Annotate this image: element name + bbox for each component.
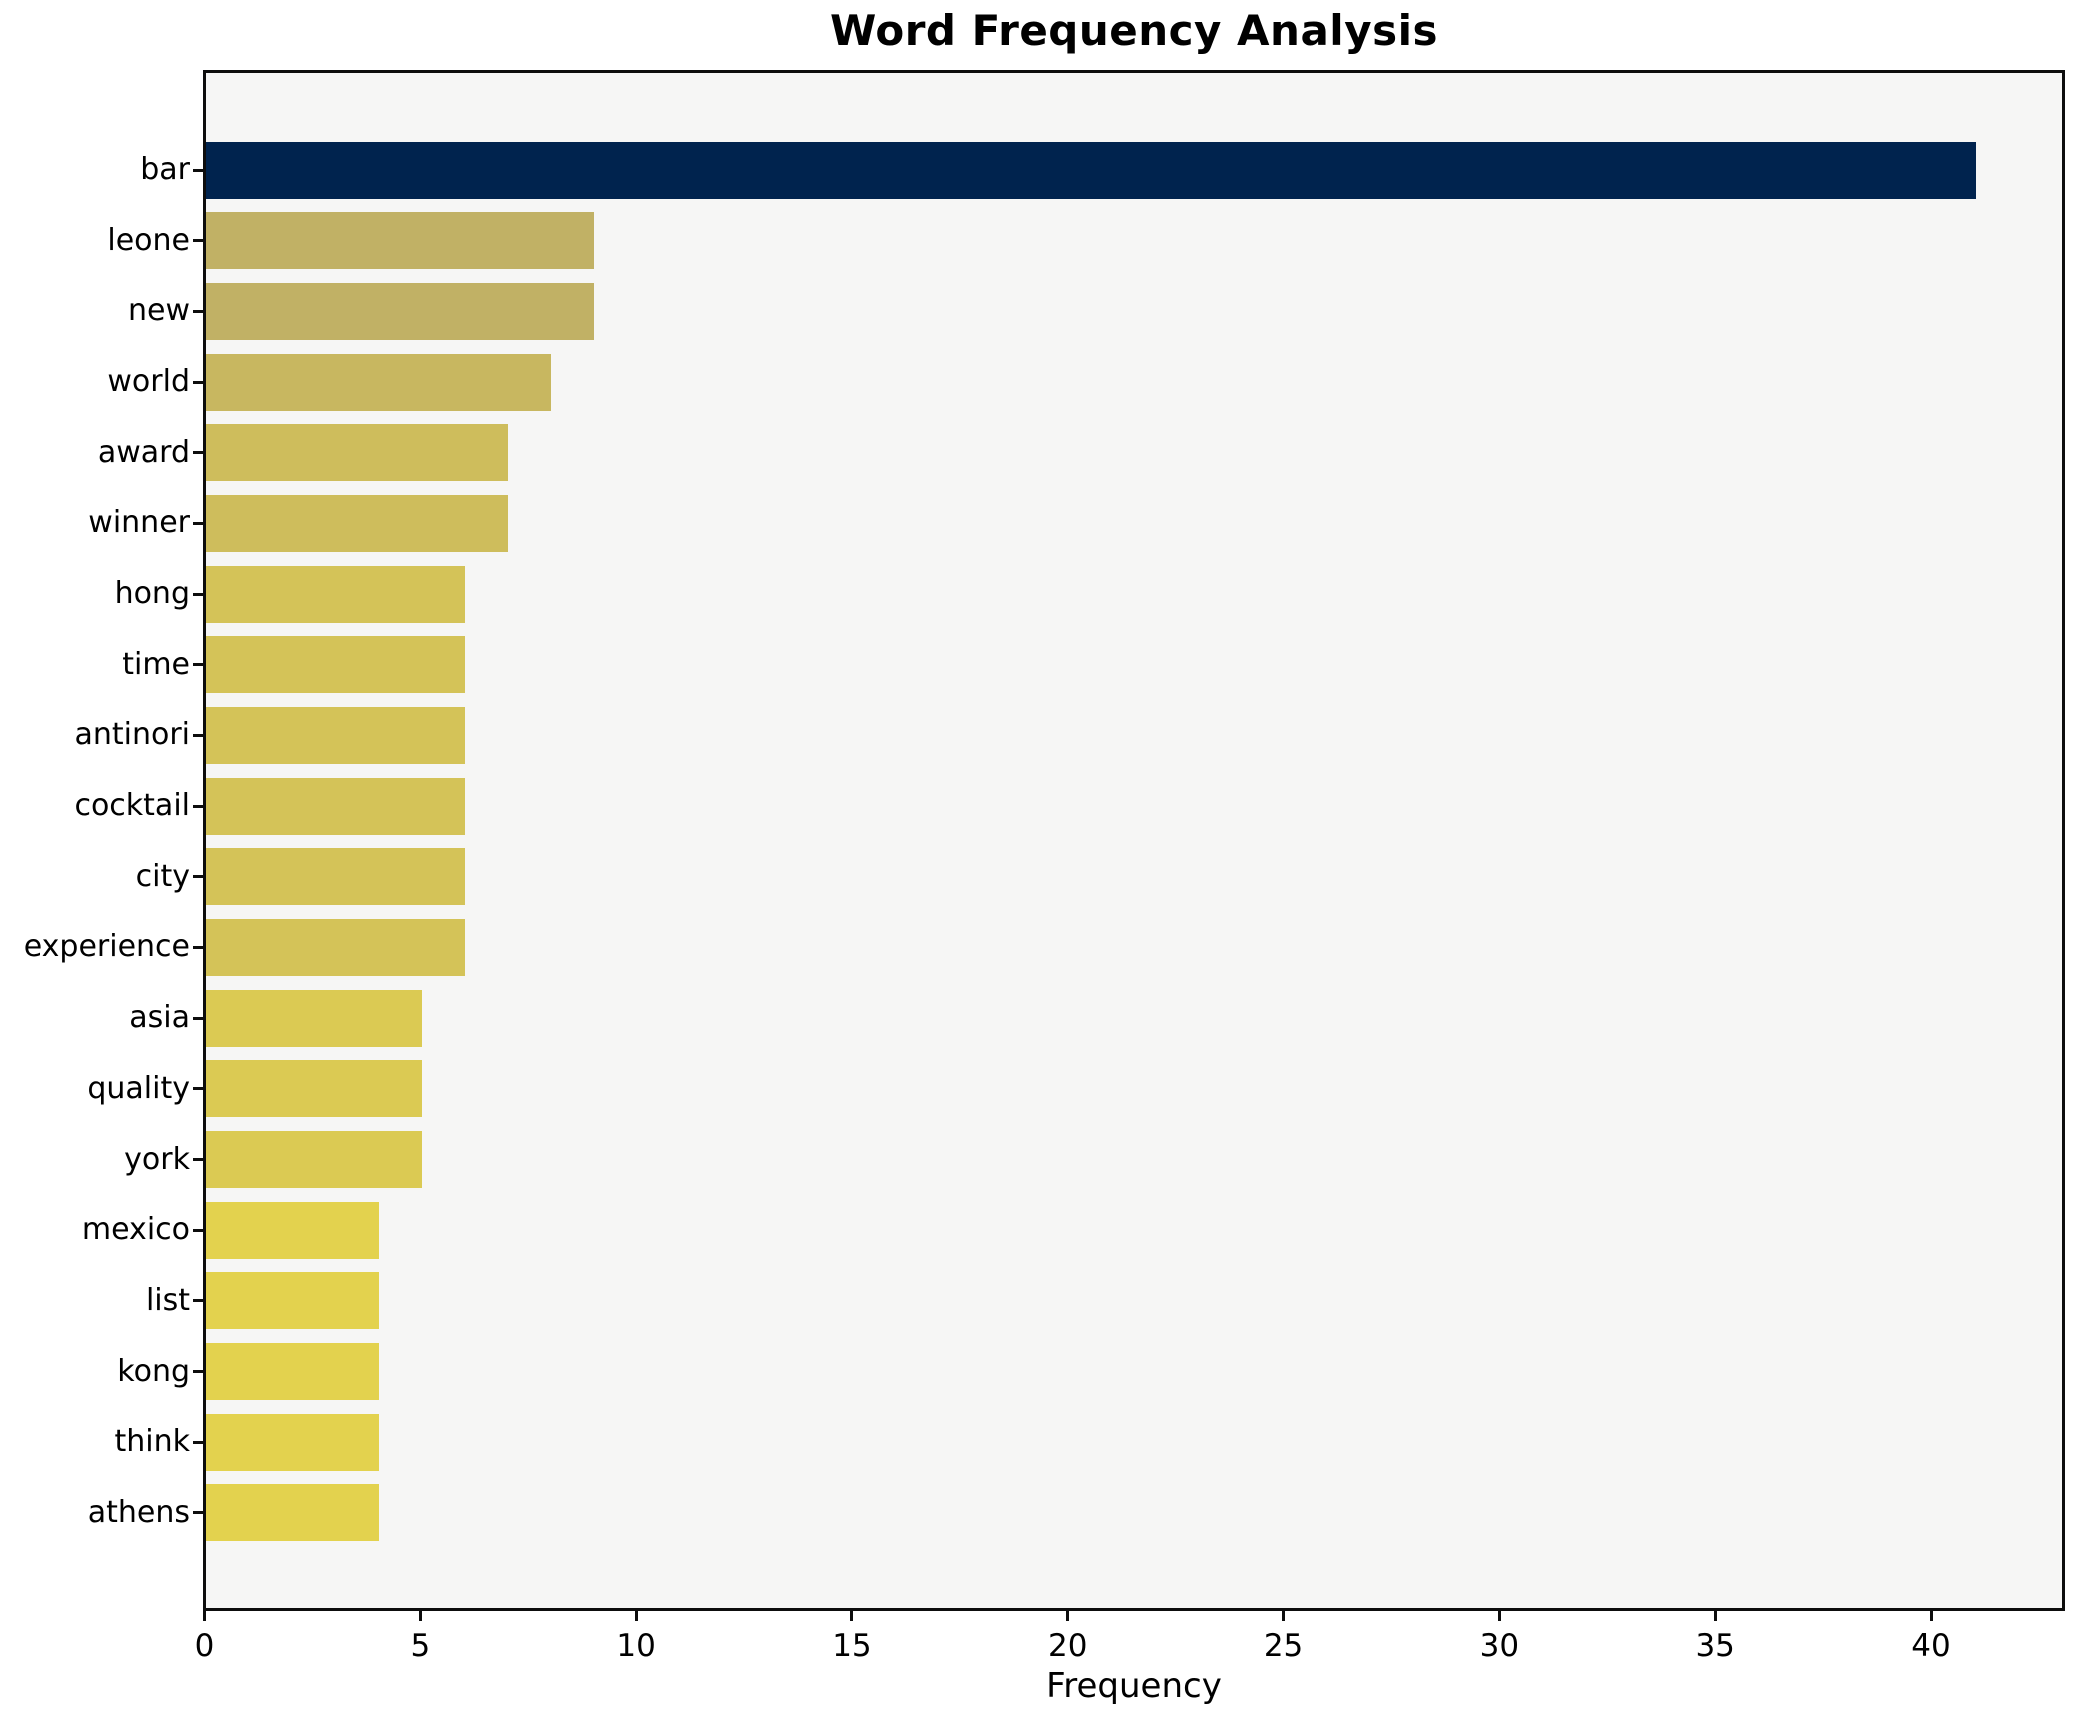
y-tick-label: award <box>97 434 190 470</box>
y-tick <box>193 1440 203 1444</box>
y-tick <box>193 1370 203 1374</box>
bar-winner <box>206 494 509 552</box>
y-tick <box>193 1016 203 1020</box>
bar-think <box>206 1413 379 1471</box>
y-tick-label: leone <box>107 222 190 258</box>
x-tick-label: 5 <box>410 1628 431 1664</box>
bar-award <box>206 424 509 482</box>
x-tick <box>1282 1611 1286 1621</box>
bar-antinori <box>206 706 465 764</box>
y-tick <box>193 1087 203 1091</box>
y-tick <box>193 239 203 243</box>
chart-title: Word Frequency Analysis <box>830 6 1438 55</box>
x-tick-label: 20 <box>1048 1628 1088 1664</box>
bar-list <box>206 1272 379 1330</box>
bar-new <box>206 282 595 340</box>
bar-leone <box>206 212 595 270</box>
y-tick-label: time <box>122 646 190 682</box>
x-tick <box>1929 1611 1933 1621</box>
x-tick <box>1713 1611 1717 1621</box>
bar-time <box>206 636 465 694</box>
x-tick <box>203 1611 206 1621</box>
x-tick-label: 0 <box>194 1628 215 1664</box>
bar-york <box>206 1131 422 1189</box>
y-tick-label: city <box>135 858 190 894</box>
bar-asia <box>206 989 422 1047</box>
x-tick-label: 15 <box>832 1628 872 1664</box>
bar-kong <box>206 1343 379 1401</box>
bar-world <box>206 353 552 411</box>
y-tick-label: winner <box>88 505 190 541</box>
x-tick <box>850 1611 854 1621</box>
x-tick <box>418 1611 422 1621</box>
y-tick-label: think <box>114 1424 191 1460</box>
bar-city <box>206 848 465 906</box>
y-tick-label: bar <box>140 152 190 187</box>
x-tick <box>634 1611 638 1621</box>
y-tick <box>193 1228 203 1232</box>
y-tick <box>193 875 203 879</box>
y-tick-label: mexico <box>81 1212 190 1248</box>
y-tick <box>193 592 203 596</box>
y-tick-label: antinori <box>74 717 190 753</box>
y-tick <box>193 1299 203 1303</box>
bar-bar <box>206 141 1976 199</box>
y-tick-label: experience <box>23 929 190 965</box>
x-tick <box>1497 1611 1501 1621</box>
y-tick-label: york <box>124 1141 190 1177</box>
y-tick-label: hong <box>114 576 190 612</box>
y-tick-label: quality <box>87 1070 190 1106</box>
x-tick-label: 10 <box>616 1628 656 1664</box>
plot-area <box>203 70 2065 1611</box>
y-tick <box>193 451 203 455</box>
y-tick-label: world <box>107 364 190 400</box>
bar-experience <box>206 918 465 976</box>
y-tick <box>193 663 203 667</box>
y-tick <box>193 945 203 949</box>
x-tick-label: 30 <box>1479 1628 1520 1664</box>
y-tick <box>193 309 203 313</box>
y-tick <box>193 521 203 525</box>
y-tick <box>193 380 203 384</box>
y-tick-label: list <box>145 1282 190 1318</box>
y-tick <box>193 1511 203 1515</box>
bar-quality <box>206 1060 422 1118</box>
y-tick-label: athens <box>87 1494 190 1530</box>
y-tick <box>193 804 203 808</box>
y-tick-label: kong <box>117 1353 190 1389</box>
bar-athens <box>206 1484 379 1542</box>
x-tick-label: 25 <box>1263 1628 1304 1664</box>
bar-mexico <box>206 1201 379 1259</box>
y-tick <box>193 733 203 737</box>
x-tick-label: 35 <box>1695 1628 1735 1664</box>
x-tick <box>1066 1611 1070 1621</box>
y-tick <box>193 1158 203 1162</box>
y-tick-label: new <box>127 293 190 329</box>
y-tick <box>193 168 203 172</box>
y-tick-label: asia <box>129 1000 190 1036</box>
y-tick-label: cocktail <box>74 788 190 824</box>
x-axis-title: Frequency <box>1046 1666 1222 1706</box>
x-tick-label: 40 <box>1911 1628 1951 1664</box>
bar-hong <box>206 565 465 623</box>
bar-cocktail <box>206 777 465 835</box>
